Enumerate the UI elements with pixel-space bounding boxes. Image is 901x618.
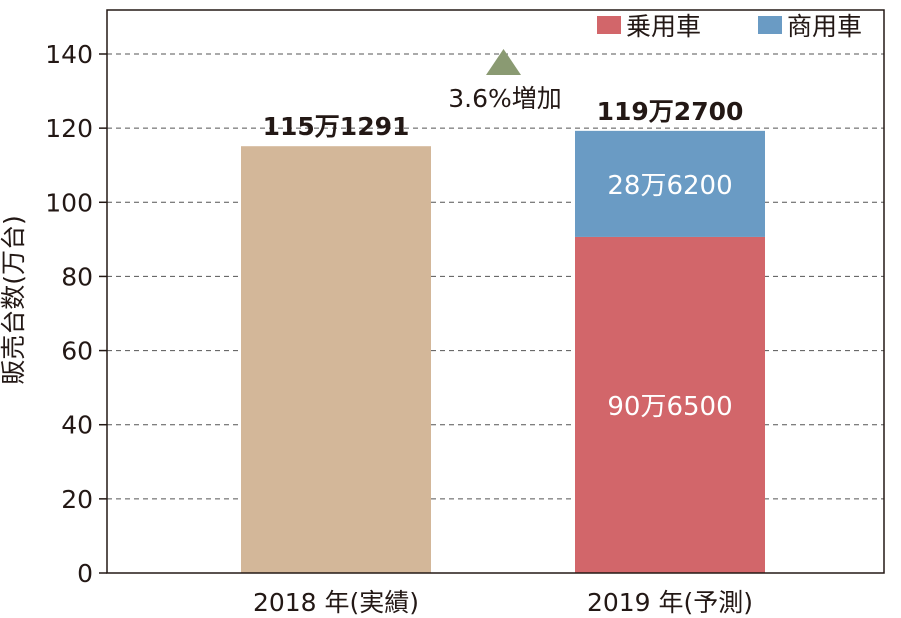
y-axis-ticks: 0 20 40 60 80 100 120 140 — [45, 40, 107, 588]
bar-segment-商用車 — [575, 130, 765, 237]
plot-frame — [106, 9, 885, 574]
y-tick-label: 20 — [61, 485, 93, 514]
legend-swatch — [758, 16, 782, 34]
bar-group: 90万6500 28万6200 119万2700 — [575, 97, 765, 573]
bars: 115万1291 90万6500 28万6200 119万2700 — [241, 97, 765, 573]
gridlines — [107, 53, 884, 500]
growth-annotation-text: 3.6%増加 — [448, 84, 562, 113]
y-tick-label: 60 — [61, 337, 93, 366]
y-tick-label: 0 — [77, 559, 93, 588]
y-axis-label: 販売台数(万台) — [0, 215, 28, 385]
segment-value-label: 28万6200 — [607, 171, 732, 201]
legend-swatch — [597, 16, 621, 34]
growth-annotation: 3.6%増加 — [448, 49, 562, 113]
bar-segment-乗用車 — [575, 236, 765, 573]
y-tick-label: 140 — [45, 40, 93, 69]
up-triangle-marker — [486, 49, 521, 75]
x-axis-ticks: 2018 年(実績) 2019 年(予測) — [253, 588, 753, 617]
x-tick-label: 2018 年(実績) — [253, 588, 419, 617]
bar-group: 115万1291 — [241, 112, 431, 573]
segment-value-label: 90万6500 — [607, 392, 732, 422]
legend-label: 商用車 — [787, 12, 862, 41]
legend-label: 乗用車 — [626, 12, 701, 41]
bar-total-label: 119万2700 — [597, 97, 744, 126]
legend: 乗用車 商用車 — [597, 12, 862, 41]
x-tick-label: 2019 年(予測) — [587, 588, 753, 617]
y-tick-label: 120 — [45, 114, 93, 143]
bar-total-label: 115万1291 — [263, 112, 410, 141]
y-tick-label: 100 — [45, 188, 93, 217]
y-tick-label: 40 — [61, 411, 93, 440]
y-tick-label: 80 — [61, 262, 93, 291]
bar — [241, 146, 431, 573]
